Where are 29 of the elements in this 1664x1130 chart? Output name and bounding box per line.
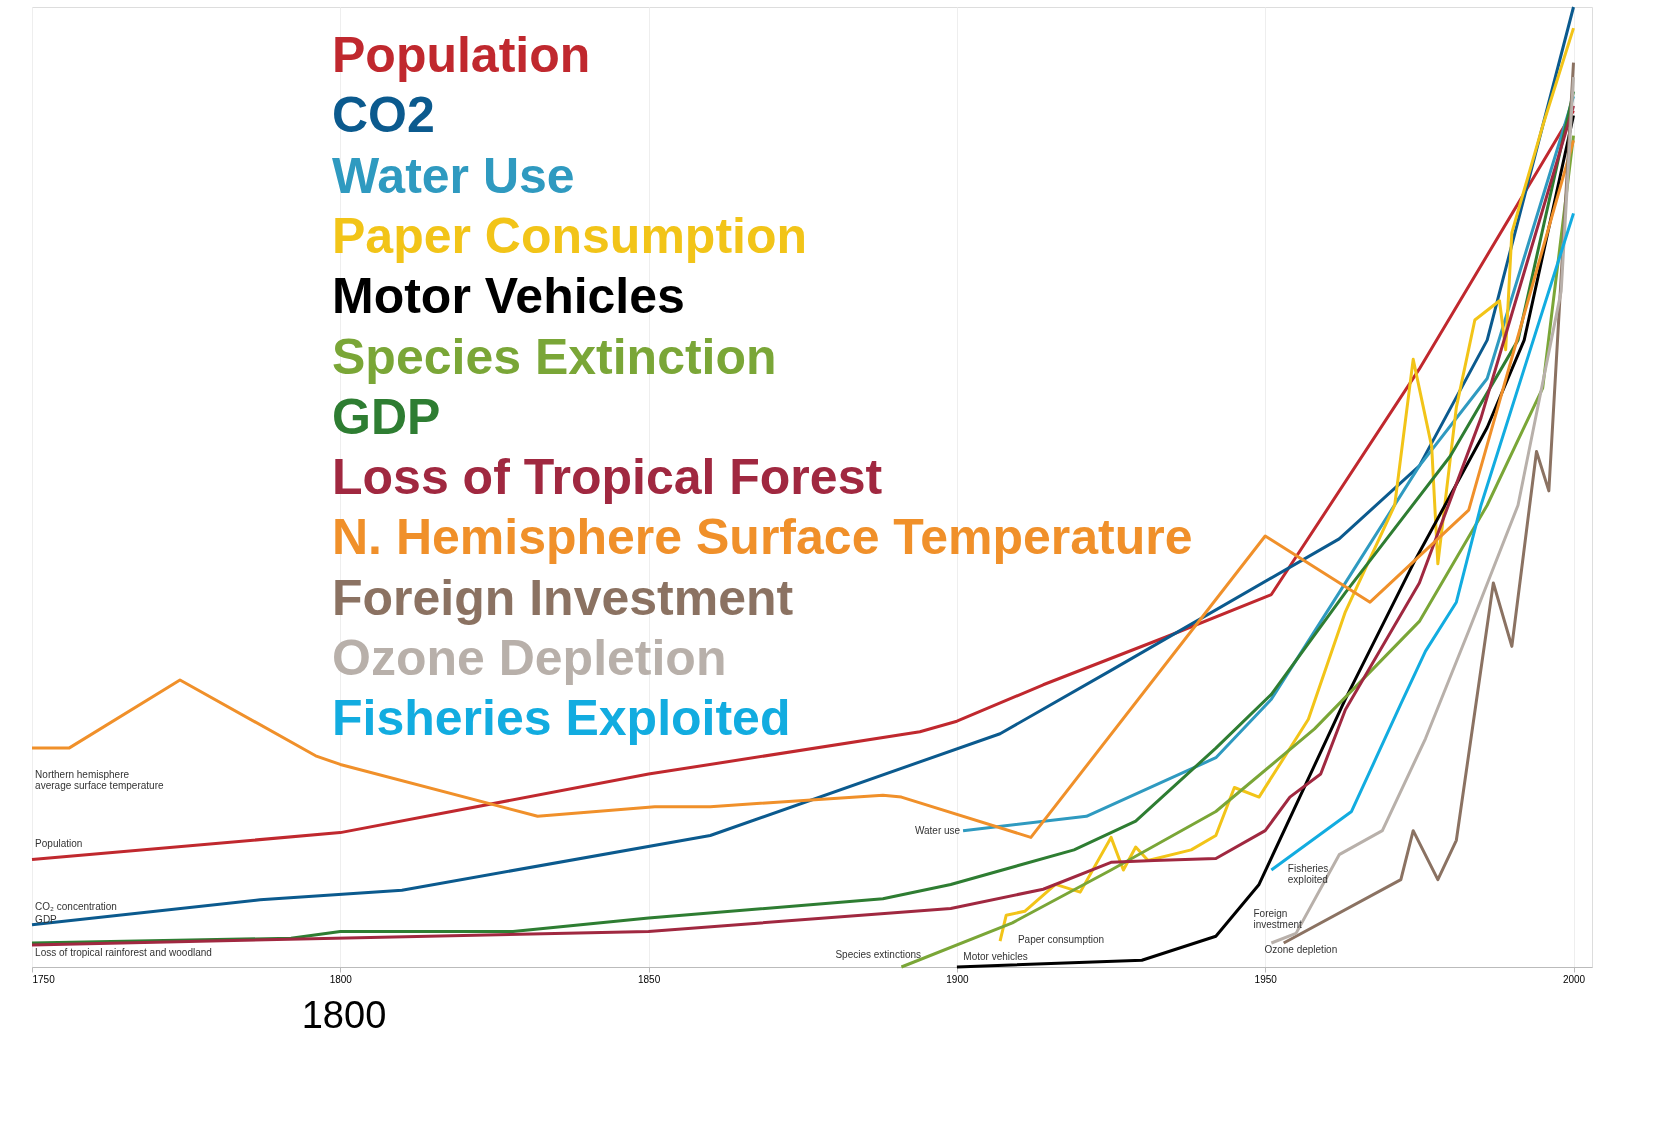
annotation: Ozone depletion: [1264, 943, 1338, 955]
text: Ozone Depletion: [332, 630, 727, 686]
annotation: Fisheries exploited: [1287, 863, 1329, 886]
annotation: Motor vehicles: [963, 951, 1028, 963]
text: Loss of Tropical Forest: [332, 449, 883, 506]
annotation: Foreign investment: [1253, 908, 1303, 931]
x-tick-label: 1850: [637, 973, 661, 985]
text: Species Extinction: [332, 328, 777, 385]
text: CO2: [332, 87, 435, 144]
annotation: Water use: [914, 824, 961, 836]
series-label: N. Hemisphere Surface Temperature: [332, 509, 1193, 566]
text: Paper Consumption: [332, 207, 808, 264]
text: Fisheries Exploited: [332, 690, 791, 747]
x-tick-label: 1950: [1254, 973, 1278, 985]
annotation: Population: [35, 838, 83, 850]
annotation: Loss of tropical rainforest and woodland: [35, 946, 212, 958]
text: GDP: [332, 388, 441, 445]
x-tick-label: 2000: [1562, 973, 1586, 985]
x-tick-label: 1900: [946, 973, 969, 985]
annotation: CO₂ concentration: [35, 900, 117, 912]
text: Population: [332, 27, 591, 83]
x-tick-label: 1750: [32, 973, 56, 985]
text: Motor Vehicles: [332, 268, 685, 325]
annotation: Species extinctions: [835, 949, 922, 961]
text: Foreign Investment: [332, 569, 794, 626]
annotation: Northern hemisphere average surface temperature: [35, 769, 164, 791]
x-tick-label: 1800: [329, 973, 353, 985]
text: Water Use: [332, 147, 575, 204]
annotation: Paper consumption: [1017, 934, 1105, 946]
